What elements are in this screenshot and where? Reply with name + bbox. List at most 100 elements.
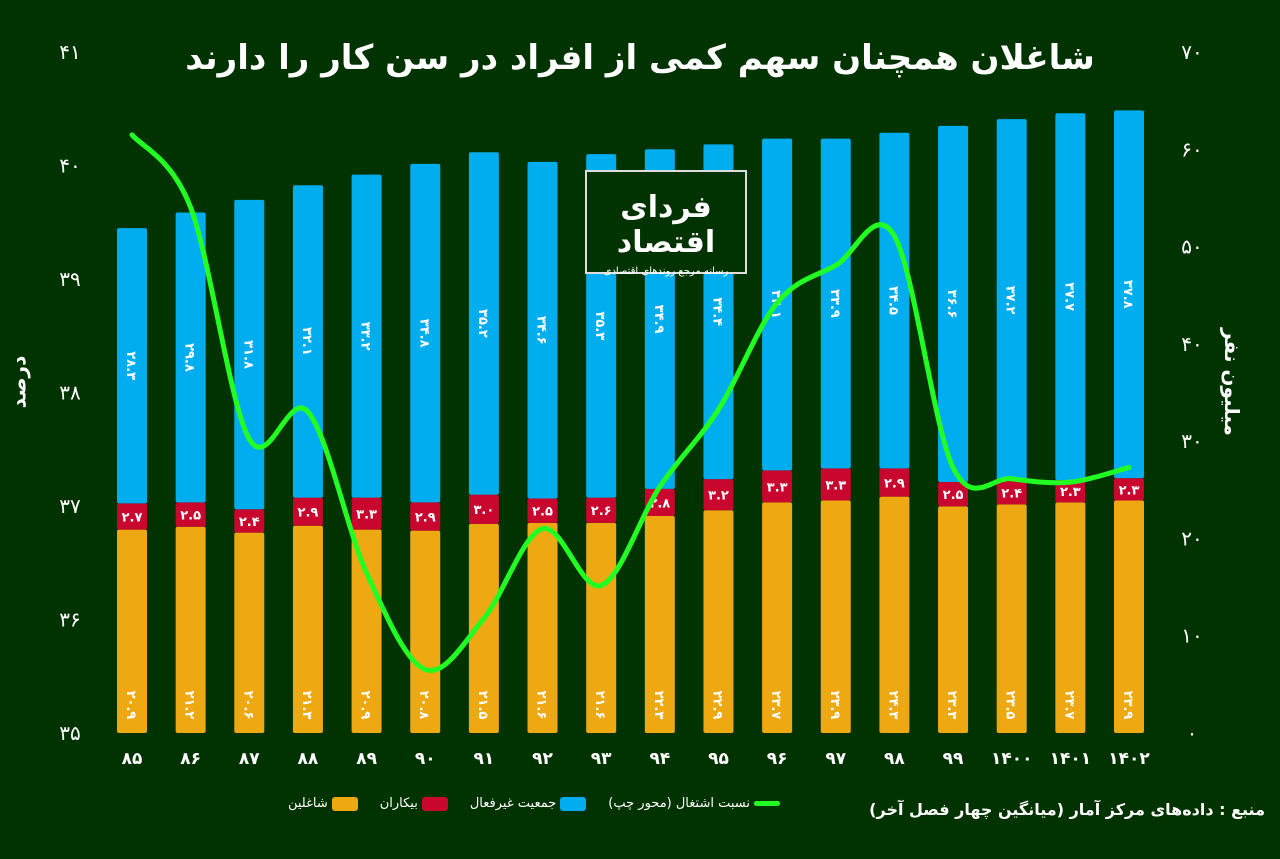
data-label-unemployed: ۲.۹ xyxy=(298,506,319,521)
bar-unemployed xyxy=(468,494,499,524)
data-label-inactive: ۲۹.۸ xyxy=(182,343,197,372)
data-label-employed: ۲۲.۹ xyxy=(709,691,724,720)
y-right-tick-label: ۰ xyxy=(1187,721,1198,745)
y-left-tick-label: ۴۰ xyxy=(59,154,80,178)
data-label-employed: ۲۰.۹ xyxy=(123,691,138,720)
data-label-employed: ۲۱.۶ xyxy=(534,691,549,720)
bar-employed xyxy=(351,529,382,733)
bar-employed xyxy=(938,506,969,733)
data-label-unemployed: ۲.۹ xyxy=(884,476,905,491)
legend-swatch xyxy=(560,796,587,811)
bar-inactive xyxy=(938,125,969,483)
legend: نسبت اشتغال (محور چپ) جمعیت غیرفعال بیکا… xyxy=(200,796,780,811)
bar-unemployed xyxy=(527,498,558,523)
data-label-employed: ۲۰.۶ xyxy=(240,691,255,720)
legend-swatch xyxy=(331,796,358,811)
bar-employed xyxy=(703,510,734,733)
y-left-tick-label: ۳۶ xyxy=(59,608,80,632)
bar-inactive xyxy=(175,212,206,503)
y-right-tick-label: ۵۰ xyxy=(1181,235,1202,259)
bar-unemployed xyxy=(410,502,441,531)
bar-employed xyxy=(586,522,617,733)
y-axis-left-label: درصد xyxy=(6,355,31,409)
x-tick-label: ۹۷ xyxy=(825,749,846,769)
data-label-inactive: ۳۴.۹ xyxy=(651,305,666,334)
legend-swatch xyxy=(421,796,448,811)
x-tick-label: ۸۶ xyxy=(180,749,201,769)
y-left-tick-label: ۴۱ xyxy=(59,40,80,64)
data-label-inactive: ۳۴.۴ xyxy=(709,297,724,326)
data-label-unemployed: ۲.۷ xyxy=(122,511,143,526)
data-label-employed: ۲۱.۳ xyxy=(299,691,314,720)
data-label-unemployed: ۲.۵ xyxy=(180,509,201,524)
y-right-tick-label: ۷۰ xyxy=(1181,40,1202,64)
bar-inactive xyxy=(527,161,558,499)
bar-unemployed xyxy=(351,497,382,530)
y-left-tick-label: ۳۸ xyxy=(59,381,81,405)
y-right-tick-label: ۱۰ xyxy=(1181,624,1202,648)
bar-employed xyxy=(234,532,265,733)
x-tick-label: ۹۵ xyxy=(708,749,729,769)
legend-label: بیکاران xyxy=(379,796,418,811)
bar-inactive xyxy=(820,138,851,469)
bar-unemployed xyxy=(292,497,323,526)
x-tick-label: ۱۴۰۰ xyxy=(991,749,1033,769)
bar-employed xyxy=(820,500,851,733)
x-tick-label: ۹۴ xyxy=(649,749,670,769)
x-tick-label: ۸۸ xyxy=(298,749,319,769)
bar-inactive xyxy=(1055,113,1086,481)
data-label-unemployed: ۳.۳ xyxy=(356,508,377,523)
data-label-employed: ۲۱.۶ xyxy=(592,691,607,720)
x-tick-label: ۱۴۰۱ xyxy=(1050,749,1092,769)
bar-unemployed xyxy=(762,470,793,503)
data-label-inactive: ۳۲.۱ xyxy=(299,327,314,356)
bar-unemployed xyxy=(703,479,734,511)
data-label-employed: ۲۲.۳ xyxy=(651,691,666,720)
data-label-inactive: ۳۷.۷ xyxy=(1061,282,1076,311)
data-label-inactive: ۳۶.۶ xyxy=(944,290,959,319)
data-label-employed: ۲۳.۹ xyxy=(1120,691,1135,720)
y-left-tick-label: ۳۷ xyxy=(59,494,81,518)
data-label-unemployed: ۳.۲ xyxy=(708,489,729,504)
data-label-employed: ۲۳.۵ xyxy=(1003,691,1018,720)
bar-employed xyxy=(117,529,147,733)
data-label-employed: ۲۳.۷ xyxy=(1061,691,1076,720)
bar-inactive xyxy=(1114,110,1144,479)
y-left-tick-label: ۳۵ xyxy=(59,721,80,745)
data-label-employed: ۲۱.۲ xyxy=(182,691,197,720)
bar-unemployed xyxy=(175,502,206,527)
y-axis-right-label: میلیون نفر xyxy=(1219,328,1244,436)
data-label-inactive: ۳۴.۵ xyxy=(885,286,900,315)
bar-employed xyxy=(468,523,499,733)
y-left-tick-label: ۳۹ xyxy=(59,267,80,291)
bar-unemployed xyxy=(879,468,910,497)
bar-unemployed xyxy=(1055,480,1086,503)
legend-swatch xyxy=(754,801,780,806)
x-tick-label: ۹۳ xyxy=(591,749,612,769)
bar-inactive xyxy=(117,228,147,504)
bar-employed xyxy=(996,504,1027,733)
bar-unemployed xyxy=(586,497,617,523)
data-label-inactive: ۳۵.۲ xyxy=(475,309,490,338)
bar-unemployed xyxy=(996,481,1027,505)
data-label-unemployed: ۲.۹ xyxy=(415,511,436,526)
bar-inactive xyxy=(410,163,441,503)
bar-unemployed xyxy=(234,509,265,533)
x-tick-label: ۱۴۰۲ xyxy=(1108,749,1150,769)
bar-employed xyxy=(644,516,675,733)
x-tick-label: ۹۸ xyxy=(884,749,905,769)
x-tick-label: ۹۱ xyxy=(473,749,494,769)
data-label-employed: ۲۰.۸ xyxy=(416,691,431,720)
chart-title: شاغلان همچنان سهم کمی از افراد در سن کار… xyxy=(185,38,1095,78)
data-label-unemployed: ۲.۳ xyxy=(1119,483,1140,498)
data-label-employed: ۲۳.۹ xyxy=(827,691,842,720)
legend-item-ratio: نسبت اشتغال (محور چپ) xyxy=(608,796,780,811)
logo: فردای اقتصاد رسانه مرجع روندهای اقتصادی xyxy=(585,170,747,277)
data-label-employed: ۲۳.۷ xyxy=(768,691,783,720)
data-label-inactive: ۳۳.۹ xyxy=(827,289,842,318)
bar-employed xyxy=(410,530,441,733)
data-label-employed: ۲۰.۹ xyxy=(358,691,373,720)
x-tick-label: ۹۰ xyxy=(415,749,436,769)
bar-inactive xyxy=(996,119,1027,482)
y-right-tick-label: ۳۰ xyxy=(1181,429,1202,453)
